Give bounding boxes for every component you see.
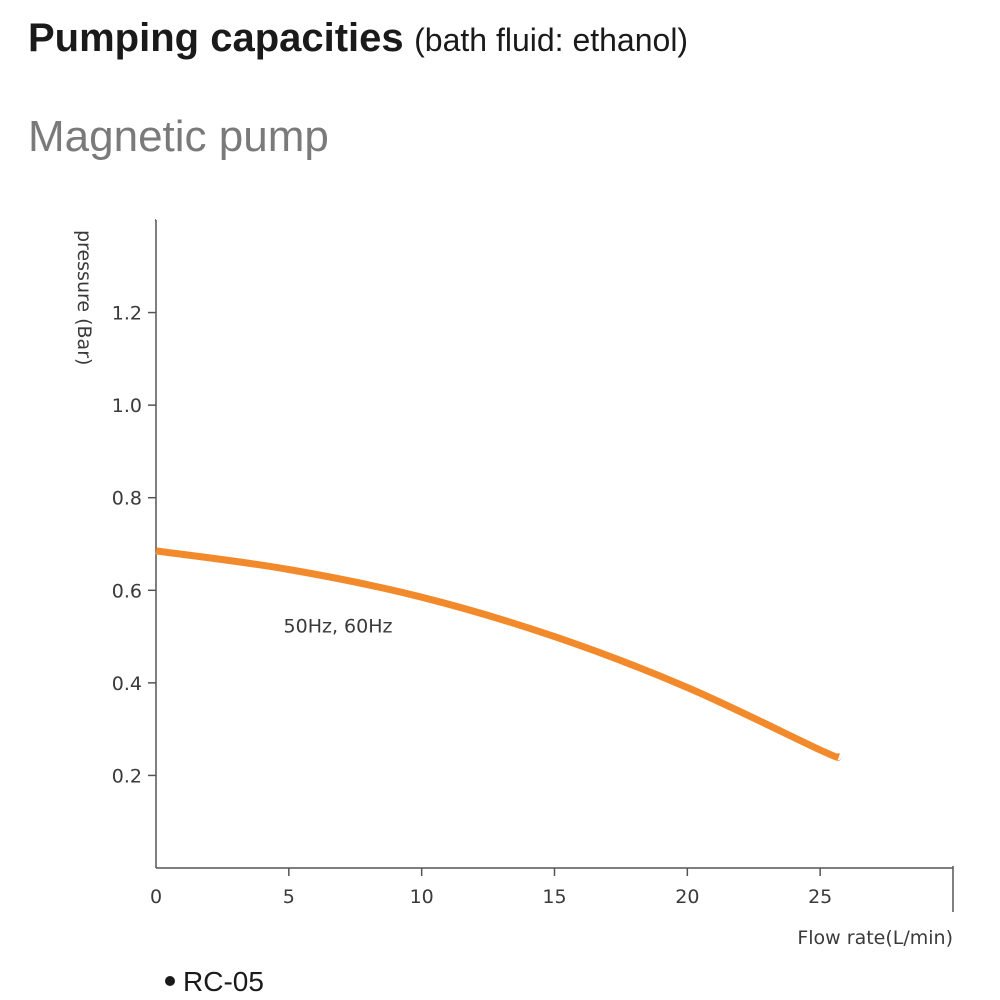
y-tick-label: 0.2 — [112, 765, 142, 787]
y-tick-label: 0.6 — [112, 580, 142, 602]
y-tick-label: 1.2 — [112, 303, 142, 325]
series-label: 50Hz, 60Hz — [284, 615, 393, 637]
legend-bullet-icon — [165, 975, 175, 986]
chart-subtitle: Magnetic pump — [28, 112, 329, 161]
legend-model-label: RC-05 — [183, 966, 264, 997]
legend: RC-05 — [165, 966, 264, 998]
series-line-rc-05 — [155, 547, 842, 761]
y-tick-label: 0.4 — [112, 673, 142, 695]
y-axis-label: pressure (Bar) — [73, 230, 95, 365]
chart-title: Pumping capacities — [28, 16, 404, 60]
title-row: Pumping capacities (bath fluid: ethanol) — [28, 16, 688, 61]
x-tick-label: 10 — [410, 886, 434, 908]
y-tick-label: 1.0 — [112, 395, 142, 417]
x-tick-label: 0 — [150, 886, 162, 908]
x-tick-label: 5 — [283, 886, 295, 908]
y-tick-label: 0.8 — [112, 488, 142, 510]
x-tick-label: 25 — [808, 886, 832, 908]
x-tick-label: 15 — [542, 886, 566, 908]
chart-title-note: (bath fluid: ethanol) — [414, 22, 689, 58]
x-axis-label: Flow rate(L/min) — [797, 927, 953, 949]
x-tick-label: 20 — [675, 886, 699, 908]
